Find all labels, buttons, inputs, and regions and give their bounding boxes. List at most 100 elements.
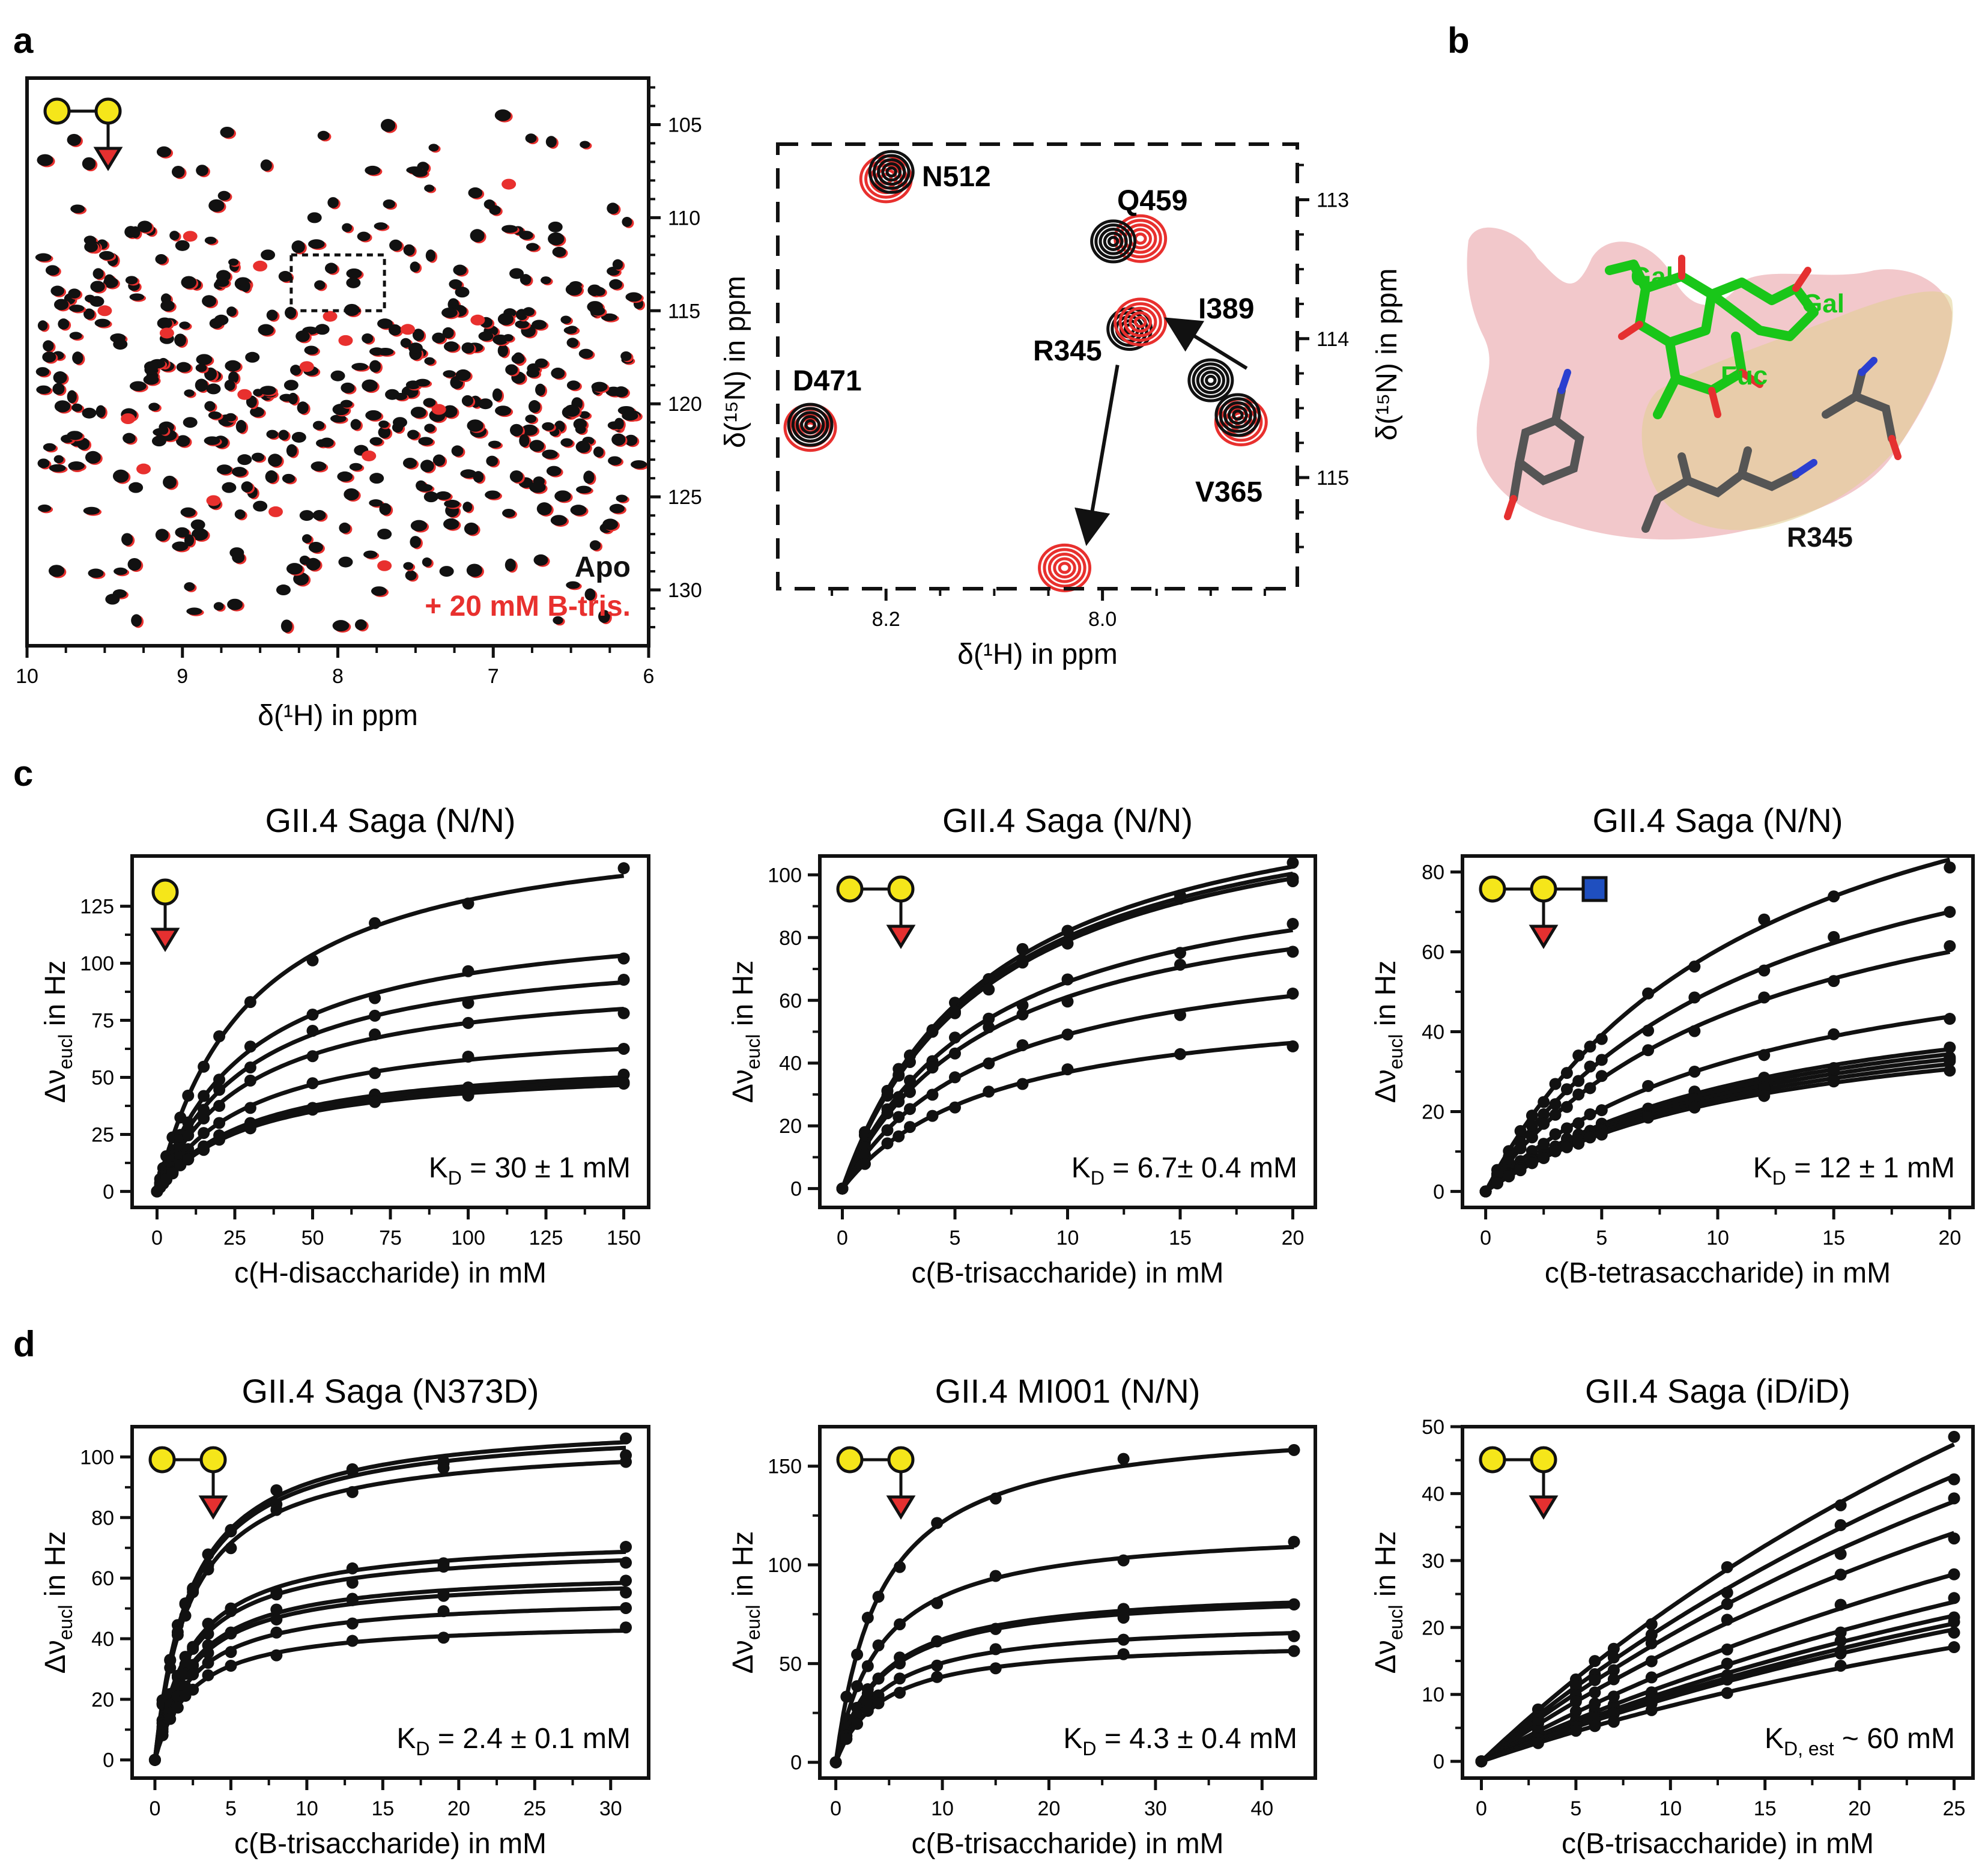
a-full-apo-peak: [71, 403, 83, 412]
c2-data-point: [1174, 1048, 1186, 1060]
d1-data-point: [202, 1647, 214, 1659]
d2-data-point: [989, 1623, 1002, 1635]
a-full-xtick-label: 10: [16, 665, 38, 688]
a-full-apo-peak: [217, 190, 231, 201]
a-full-apo-peak: [550, 515, 568, 526]
d2-glycan-symbol: [836, 1446, 916, 1520]
d1-xtick-label: 25: [523, 1797, 546, 1820]
d1-data-point: [156, 1729, 169, 1741]
d2-data-point: [829, 1756, 842, 1768]
a-full-apo-peak: [357, 231, 371, 241]
a-full-apo-peak: [467, 419, 483, 432]
a-zoom-ytick-label: 115: [1317, 467, 1349, 490]
d1-xtick-label: 0: [149, 1797, 160, 1820]
d3-ytick-label: 20: [1422, 1617, 1444, 1639]
d2-data-point: [894, 1618, 906, 1630]
c2-data-point: [1174, 947, 1186, 959]
a-full-apo-peak: [428, 144, 439, 152]
a-full-apo-peak: [410, 536, 421, 548]
c3-data-point: [1560, 1083, 1573, 1096]
c2-glycan-symbol: [836, 875, 916, 949]
a-full-apo-peak: [515, 320, 529, 329]
d1-ytick-label: 100: [80, 1446, 114, 1469]
binding-pocket-structure: Gal Gal Fuc R345: [1467, 227, 1953, 553]
d3-data-point: [1589, 1674, 1601, 1686]
c2-data-point: [983, 1057, 995, 1070]
a-full-apo-peak: [340, 399, 353, 408]
a-full-apo-peak: [575, 440, 590, 453]
a-full-peak-apo: [144, 361, 159, 372]
d1-data-point: [620, 1541, 632, 1553]
a-full-apo-peak: [94, 318, 111, 327]
d3-fit-curve-10: [1480, 1645, 1955, 1764]
d2-kd-sub: D: [1082, 1738, 1096, 1759]
a-full-apo-peak: [291, 240, 305, 253]
a-zoom-bound-i389-ring: [1133, 315, 1147, 329]
d2-data-point: [989, 1570, 1002, 1582]
a-full-xlabel: δ(¹H) in ppm: [258, 700, 418, 732]
d2-fit-curve-1: [834, 1448, 1294, 1763]
a-full-apo-peak: [377, 318, 393, 329]
a-full-apo-peak: [362, 379, 378, 392]
a-full-apo-peak: [455, 369, 471, 381]
a-full-apo-peak: [36, 385, 51, 394]
a-full-apo-peak: [312, 509, 326, 521]
d1-data-point: [620, 1556, 632, 1569]
c3-data-point: [1642, 1024, 1655, 1037]
a-full-apo-peak: [52, 383, 65, 395]
d2-plot-frame: [818, 1425, 1317, 1780]
c3-data-point: [1758, 1049, 1771, 1061]
c1-ytick-label: 75: [91, 1010, 114, 1033]
c2-data-point: [1061, 1028, 1074, 1041]
a-full-apo-peak: [520, 274, 532, 285]
a-full-apo-peak: [191, 528, 208, 541]
a-full-peak-bound: [237, 389, 252, 400]
d1-data-point: [202, 1657, 214, 1669]
d3-data-point: [1475, 1755, 1488, 1768]
a-full-zoom-box: [289, 253, 386, 312]
d2-xtick-label: 0: [830, 1797, 841, 1820]
d1-xtick-label: 10: [295, 1797, 318, 1820]
a-full-apo-peak: [131, 614, 142, 627]
d2-title: GII.4 MI001 (N/N): [935, 1372, 1201, 1410]
a-full-peak-apo: [548, 221, 563, 232]
c2-fit-curve-1: [840, 864, 1294, 1189]
c2-data-point: [949, 1071, 961, 1084]
a-full-apo-peak: [535, 383, 546, 396]
a-zoom-apo-n512-ring: [868, 150, 915, 194]
a-full-peak-apo: [89, 296, 105, 307]
a-full-gal-icon-2: [94, 97, 122, 125]
a-full-apo-peak: [495, 405, 512, 416]
d2-kd-label: KD = 4.3 ± 0.4 mM: [1063, 1723, 1297, 1759]
a-zoom-arrow-i389: [1164, 317, 1248, 370]
a-full-apo-peak: [278, 430, 289, 440]
a-full-apo-peak: [204, 401, 216, 411]
a-full-apo-peak: [525, 414, 537, 423]
c1-ytick-label: 0: [103, 1180, 114, 1203]
a-full-apo-peak: [443, 370, 456, 378]
d1-data-point: [187, 1659, 199, 1672]
c1-data-point: [462, 965, 474, 977]
d1-ytick-label: 40: [91, 1628, 114, 1651]
a-full-peak-apo: [190, 519, 205, 530]
c1-data-point: [198, 1144, 210, 1156]
a-full-apo-peak: [422, 557, 432, 567]
a-full-apo-peak: [403, 562, 414, 570]
a-full-apo-peak: [67, 390, 77, 404]
a-full-apo-peak: [282, 473, 295, 484]
c3-data-point: [1514, 1142, 1527, 1155]
c2-data-point: [892, 1069, 905, 1081]
d2-data-point: [1117, 1611, 1130, 1624]
d3-kd-sub: D, est: [1784, 1738, 1834, 1759]
c2-kd-sub: D: [1091, 1167, 1105, 1189]
a-full-apo-peak: [541, 276, 551, 285]
a-full-apo-peak: [400, 338, 411, 348]
a-full-apo-peak: [37, 458, 50, 469]
a-full-apo-peak: [432, 332, 446, 344]
a-full-apo-peak: [53, 371, 67, 384]
c1-xtick-label: 150: [607, 1227, 641, 1249]
a-full-apo-peak: [523, 307, 535, 317]
d3-data-point: [1569, 1725, 1582, 1737]
a-full-apo-peak: [311, 461, 327, 472]
d1-data-point: [225, 1605, 237, 1618]
